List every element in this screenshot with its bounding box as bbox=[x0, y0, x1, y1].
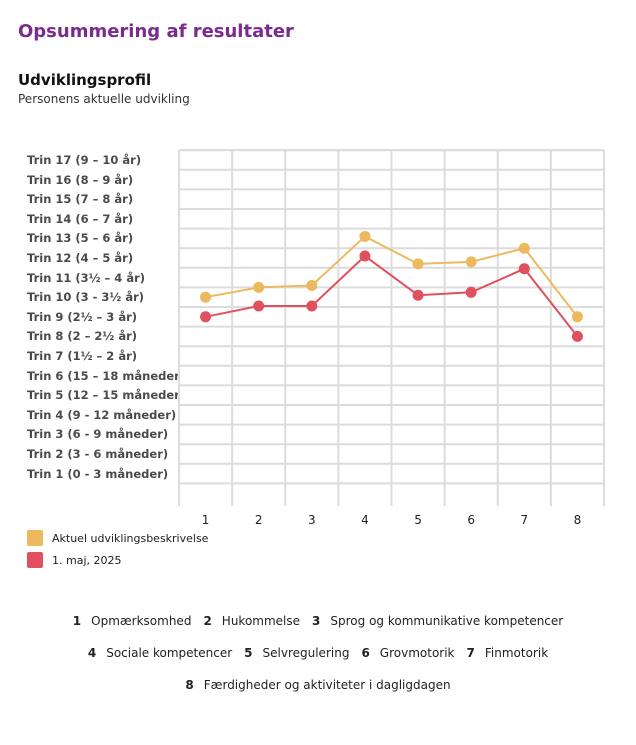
data-point bbox=[200, 291, 212, 303]
key-label: Opmærksomhed bbox=[91, 614, 192, 628]
x-tick-label: 5 bbox=[414, 513, 422, 527]
data-point bbox=[306, 300, 318, 312]
key-number: 8 bbox=[185, 678, 194, 692]
y-tick-label: Trin 14 (6 – 7 år) bbox=[27, 211, 134, 226]
data-point bbox=[518, 242, 530, 254]
data-point bbox=[465, 256, 477, 268]
data-point bbox=[200, 311, 212, 323]
key-item: 7 Finmotorik bbox=[467, 646, 549, 660]
data-point bbox=[412, 289, 424, 301]
key-number: 2 bbox=[203, 614, 212, 628]
section-title: Udviklingsprofil bbox=[18, 71, 152, 89]
series-2 bbox=[200, 250, 583, 342]
y-tick-label: Trin 12 (4 – 5 år) bbox=[27, 251, 134, 265]
data-point bbox=[465, 286, 477, 298]
key-item: 2 Hukommelse bbox=[203, 614, 300, 628]
y-tick-label: Trin 1 (0 - 3 måneder) bbox=[27, 466, 169, 481]
key-number: 5 bbox=[244, 646, 253, 660]
key-label: Færdigheder og aktiviteter i dagligdagen bbox=[203, 678, 451, 692]
key-item: 6 Grovmotorik bbox=[361, 646, 454, 660]
legend-item: Aktuel udviklingsbeskrivelse bbox=[27, 528, 208, 548]
key-label: Hukommelse bbox=[221, 614, 301, 628]
key-label: Selvregulering bbox=[262, 646, 350, 660]
key-label: Finmotorik bbox=[484, 646, 549, 660]
y-tick-label: Trin 10 (3 - 3½ år) bbox=[27, 290, 145, 305]
series-line bbox=[205, 235, 579, 318]
key-row: 4 Sociale kompetencer 5 Selvregulering 6 Grov… bbox=[0, 637, 636, 669]
data-point bbox=[518, 263, 530, 275]
data-point bbox=[571, 311, 583, 323]
legend-item: 1. maj, 2025 bbox=[27, 550, 208, 570]
x-tick-label: 1 bbox=[202, 513, 210, 527]
key-label: Grovmotorik bbox=[379, 646, 455, 660]
y-tick-label: Trin 2 (3 - 6 måneder) bbox=[27, 447, 169, 461]
key-item: 5 Selvregulering bbox=[244, 646, 349, 660]
key-item: 8 Færdigheder og aktiviteter i dagligdage… bbox=[185, 678, 450, 692]
y-tick-label: Trin 8 (2 – 2½ år) bbox=[27, 329, 138, 344]
key-label: Sociale kompetencer bbox=[106, 646, 233, 660]
legend-label: Aktuel udviklingsbeskrivelse bbox=[52, 531, 209, 545]
key-number: 6 bbox=[361, 646, 370, 660]
y-tick-label: Trin 16 (8 – 9 år) bbox=[27, 172, 134, 187]
data-point bbox=[571, 330, 583, 342]
key-item: 3 Sprog og kommunikative kompetencer bbox=[312, 614, 563, 628]
y-tick-label: Trin 15 (7 – 8 år) bbox=[27, 192, 134, 207]
x-tick-label: 2 bbox=[255, 513, 263, 527]
chart-legend: Aktuel udviklingsbeskrivelse 1. maj, 2025 bbox=[27, 528, 208, 572]
series-1 bbox=[200, 230, 583, 323]
data-point bbox=[359, 250, 371, 262]
y-tick-label: Trin 7 (1½ – 2 år) bbox=[27, 349, 138, 363]
x-tick-label: 4 bbox=[361, 513, 369, 527]
legend-label: 1. maj, 2025 bbox=[52, 553, 122, 567]
data-point bbox=[253, 281, 265, 293]
key-row: 1 Opmærksomhed 2 Hukommelse 3 Sprog og kommun… bbox=[0, 605, 636, 637]
key-item: 1 Opmærksomhed bbox=[73, 614, 192, 628]
x-tick-label: 8 bbox=[574, 513, 582, 527]
key-row: 8 Færdigheder og aktiviteter i dagligdage… bbox=[0, 669, 636, 701]
y-tick-label: Trin 9 (2½ – 3 år) bbox=[27, 309, 138, 324]
y-tick-label: Trin 13 (5 – 6 år) bbox=[27, 231, 134, 246]
page-title: Opsummering af resultater bbox=[18, 21, 294, 42]
key-label: Sprog og kommunikative kompetencer bbox=[330, 614, 564, 628]
legend-swatch bbox=[27, 530, 43, 546]
grid bbox=[178, 149, 605, 506]
y-tick-label: Trin 6 (15 – 18 måneder) bbox=[27, 368, 186, 383]
category-key: 1 Opmærksomhed 2 Hukommelse 3 Sprog og kommun… bbox=[0, 605, 636, 701]
key-number: 7 bbox=[466, 646, 475, 660]
data-point bbox=[253, 300, 265, 312]
data-point bbox=[306, 279, 318, 291]
x-tick-label: 6 bbox=[467, 513, 475, 527]
key-number: 1 bbox=[72, 614, 82, 628]
key-number: 4 bbox=[87, 646, 97, 660]
data-point bbox=[359, 230, 371, 242]
y-tick-label: Trin 5 (12 – 15 måneder) bbox=[27, 388, 186, 403]
x-tick-label: 3 bbox=[308, 513, 316, 527]
y-tick-label: Trin 4 (9 - 12 måneder) bbox=[27, 407, 177, 422]
data-point bbox=[412, 258, 424, 270]
section-subtitle: Personens aktuelle udvikling bbox=[18, 92, 190, 106]
series-line bbox=[205, 254, 579, 338]
key-number: 3 bbox=[312, 614, 321, 628]
x-tick-label: 7 bbox=[520, 513, 528, 527]
development-profile-chart: 1 2 3 4 5 6 7 8 bbox=[178, 149, 605, 527]
y-tick-label: Trin 11 (3½ – 4 år) bbox=[27, 270, 146, 285]
key-item: 4 Sociale kompetencer bbox=[88, 646, 232, 660]
y-tick-label: Trin 3 (6 - 9 måneder) bbox=[27, 427, 169, 442]
y-tick-label: Trin 17 (9 – 10 år) bbox=[27, 153, 142, 167]
legend-swatch bbox=[27, 552, 43, 568]
